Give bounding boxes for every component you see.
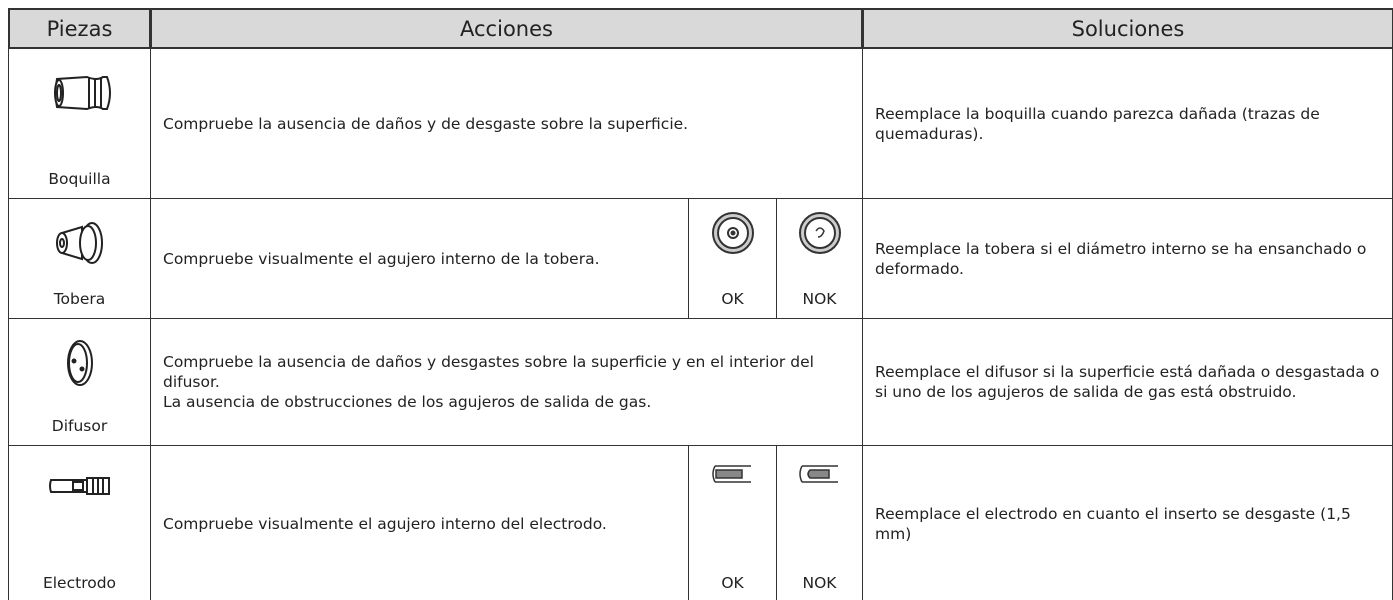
solution-cell: Reemplace el electrodo en cuanto el inse… bbox=[862, 445, 1393, 600]
solution-cell: Reemplace el difusor si la superficie es… bbox=[862, 318, 1393, 446]
part-label: Boquilla bbox=[48, 170, 111, 188]
icon bbox=[56, 222, 103, 264]
check-label: OK bbox=[721, 290, 744, 308]
solution-cell: Reemplace la tobera si el diámetro inter… bbox=[862, 198, 1393, 319]
part-label: Electrodo bbox=[42, 574, 117, 592]
icon bbox=[799, 465, 838, 483]
part-cell: Tobera bbox=[8, 198, 151, 319]
part-cell: Electrodo bbox=[8, 445, 151, 600]
check-cell: NOK bbox=[776, 198, 863, 319]
solution-text: Reemplace la tobera si el diámetro inter… bbox=[875, 239, 1367, 278]
action-cell: Compruebe visualmente el agujero interno… bbox=[150, 445, 689, 600]
action-cell: Compruebe visualmente el agujero interno… bbox=[150, 198, 689, 319]
icon bbox=[799, 212, 841, 254]
part-cell: Boquilla bbox=[8, 48, 151, 199]
check-cell: OK bbox=[688, 198, 777, 319]
header-cell: Acciones bbox=[150, 8, 863, 49]
action-text: Compruebe la ausencia de daños y desgast… bbox=[163, 353, 814, 391]
solution-text: Reemplace el difusor si la superficie es… bbox=[875, 363, 1380, 401]
part-label: Difusor bbox=[51, 417, 108, 435]
solution-cell: Reemplace la boquilla cuando parezca dañ… bbox=[862, 48, 1393, 199]
action-cell: Compruebe la ausencia de daños y de desg… bbox=[150, 48, 863, 199]
part-cell: Difusor bbox=[8, 318, 151, 446]
header-cell: Soluciones bbox=[862, 8, 1393, 49]
check-label: NOK bbox=[802, 290, 837, 308]
action-text: La ausencia de obstrucciones de los aguj… bbox=[163, 393, 652, 411]
check-label: NOK bbox=[802, 574, 837, 592]
solution-text: Reemplace la boquilla cuando parezca dañ… bbox=[875, 104, 1320, 143]
icon bbox=[67, 340, 93, 386]
action-text: Compruebe visualmente el agujero interno… bbox=[163, 515, 607, 533]
action-cell: Compruebe la ausencia de daños y desgast… bbox=[150, 318, 863, 446]
check-cell: OK bbox=[688, 445, 777, 600]
part-label: Tobera bbox=[53, 290, 106, 308]
icon bbox=[712, 212, 754, 254]
icon bbox=[49, 477, 110, 495]
icon bbox=[54, 75, 111, 111]
check-cell: NOK bbox=[776, 445, 863, 600]
action-text: Compruebe la ausencia de daños y de desg… bbox=[163, 114, 689, 133]
solution-text: Reemplace el electrodo en cuanto el inse… bbox=[875, 505, 1351, 543]
icon bbox=[712, 465, 751, 483]
check-label: OK bbox=[721, 574, 744, 592]
action-text: Compruebe visualmente el agujero interno… bbox=[163, 249, 600, 268]
header-cell: Piezas bbox=[8, 8, 151, 49]
